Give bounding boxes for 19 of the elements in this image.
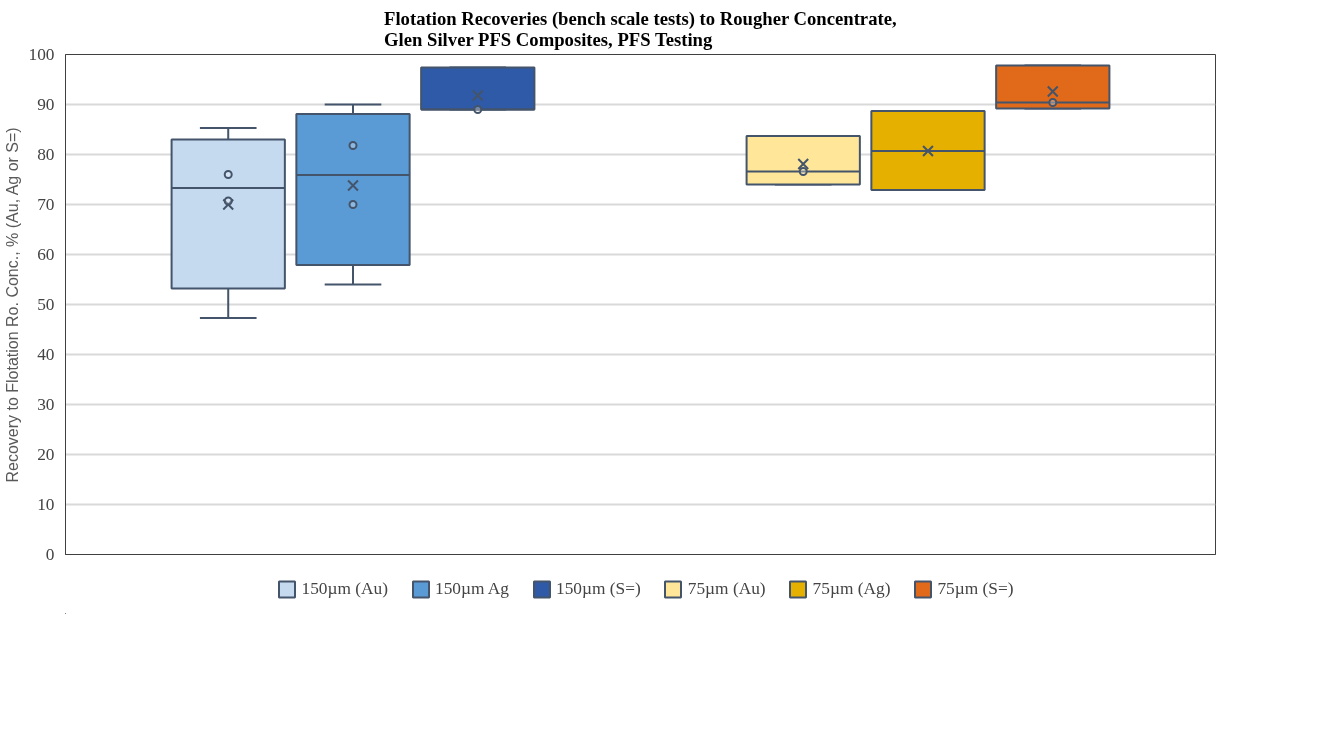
y-tick-label: 100	[28, 45, 55, 64]
legend-label: 150µm Ag	[434, 579, 510, 599]
y-tick-label: 80	[37, 145, 55, 164]
legend-label: 75µm (Ag)	[812, 579, 891, 599]
y-tick-label: 50	[37, 295, 55, 314]
y-tick-label: 30	[37, 395, 55, 414]
legend-label: 75µm (S=)	[937, 579, 1014, 599]
legend-label: 150µm (Au)	[301, 579, 388, 599]
y-tick-label: 90	[37, 95, 55, 114]
y-tick-label: 0	[45, 545, 55, 564]
y-tick-label: 20	[37, 445, 55, 464]
legend-label: 75µm (Au)	[687, 579, 766, 599]
chart-title: Flotation Recoveries (bench scale tests) to Rougher Concentrate, Glen Silver PFS Composites, PFS Testing	[384, 7, 897, 50]
y-tick-label: 60	[37, 245, 55, 264]
y-tick-label: 40	[37, 345, 55, 364]
legend-label: 150µm (S=)	[556, 579, 641, 599]
y-axis-title: Recovery to Flotation Ro. Conc., % (Au, Ag or S=)	[3, 127, 21, 483]
y-tick-label: 10	[37, 495, 55, 514]
y-tick-label: 70	[37, 195, 55, 214]
